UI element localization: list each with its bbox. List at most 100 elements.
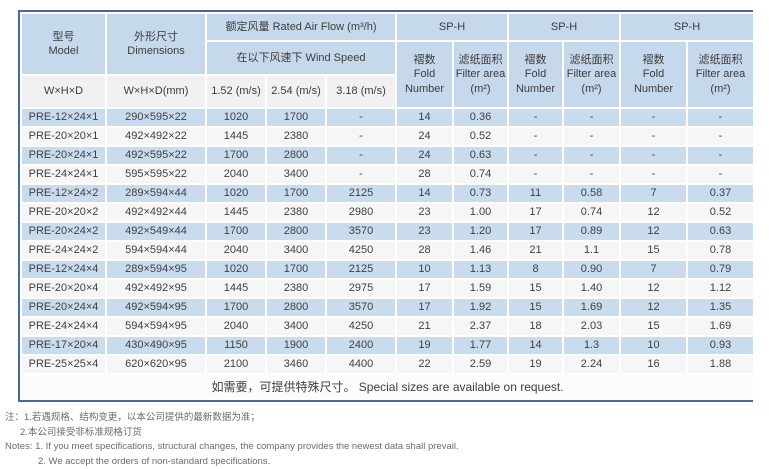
cell-sp2-fold: - <box>507 107 564 128</box>
cell-sp1-area: 1.13 <box>452 259 509 280</box>
cell-sp3-fold: 12 <box>619 278 688 299</box>
table-row: PRE-20×20×1 492×492×22 1445 2380-24 0.52- - - - <box>20 126 755 147</box>
table-row: PRE-24×24×1 595×595×22 2040 3400-28 0.74- - - - <box>20 164 755 185</box>
cell-flow-3.18: 3570 <box>325 297 397 318</box>
cell-sp2-fold: 11 <box>507 183 564 204</box>
note-en-1: Notes: 1. If you meet specifications, st… <box>5 441 459 452</box>
cell-model: PRE-12×24×4 <box>20 259 107 280</box>
cell-flow-3.18: - <box>325 126 397 147</box>
cell-sp3-fold: 12 <box>619 202 688 223</box>
cell-sp3-area: 0.78 <box>686 240 755 261</box>
cell-sp1-fold: 23 <box>395 221 454 242</box>
cell-dimensions: 290×595×22 <box>105 107 207 128</box>
cell-sp1-fold: 22 <box>395 354 454 375</box>
cell-sp3-fold: 15 <box>619 316 688 337</box>
cell-sp2-area: - <box>562 126 621 147</box>
cell-sp2-area: 1.1 <box>562 240 621 261</box>
cell-sp1-fold: 10 <box>395 259 454 280</box>
cell-dimensions: 595×595×22 <box>105 164 207 185</box>
table-row: PRE-20×20×2 492×492×44 1445 2380 2980 23 1.00 1… <box>20 202 755 223</box>
spec-table-wrap: 型号 Model 外形尺寸 Dimensions 额定风量 Rated Air … <box>18 10 755 402</box>
cell-sp2-fold: 15 <box>507 297 564 318</box>
header-fold-number-2: 褶数 Fold Number <box>507 40 564 109</box>
cell-sp3-area: 0.79 <box>686 259 755 280</box>
cell-sp3-fold: 7 <box>619 259 688 280</box>
cell-sp2-fold: 15 <box>507 278 564 299</box>
cell-sp3-area: - <box>686 145 755 166</box>
cell-flow-2.54: 1900 <box>265 335 327 356</box>
cell-flow-1.52: 1020 <box>205 183 267 204</box>
cell-sp1-area: 2.37 <box>452 316 509 337</box>
cell-flow-2.54: 2380 <box>265 202 327 223</box>
cell-sp2-area: 2.03 <box>562 316 621 337</box>
cell-sp2-area: - <box>562 164 621 185</box>
cell-sp3-area: 1.88 <box>686 354 755 375</box>
header-fold-number-1: 褶数 Fold Number <box>395 40 454 109</box>
cell-flow-2.54: 3400 <box>265 316 327 337</box>
cell-model: PRE-20×20×1 <box>20 126 107 147</box>
cell-flow-3.18: - <box>325 145 397 166</box>
cell-model: PRE-20×20×4 <box>20 278 107 299</box>
cell-sp1-fold: 14 <box>395 183 454 204</box>
cell-sp2-fold: 21 <box>507 240 564 261</box>
header-rated-airflow: 额定风量 Rated Air Flow (m³/h) <box>205 12 397 42</box>
header-wind-speed: 在以下风速下 Wind Speed <box>205 40 397 76</box>
cell-sp1-area: 0.73 <box>452 183 509 204</box>
cell-flow-1.52: 1020 <box>205 107 267 128</box>
cell-sp2-area: 0.89 <box>562 221 621 242</box>
cell-flow-3.18: - <box>325 164 397 185</box>
header-sp-h-2: SP-H <box>507 12 621 42</box>
subheader-speed-2: 2.54 (m/s) <box>265 74 327 109</box>
cell-sp1-fold: 28 <box>395 164 454 185</box>
cell-sp1-area: 1.92 <box>452 297 509 318</box>
cell-sp2-area: - <box>562 107 621 128</box>
cell-flow-3.18: 2125 <box>325 259 397 280</box>
cell-flow-3.18: 2125 <box>325 183 397 204</box>
cell-sp1-fold: 19 <box>395 335 454 356</box>
cell-sp3-area: - <box>686 164 755 185</box>
cell-sp2-area: 2.24 <box>562 354 621 375</box>
cell-sp1-area: 1.00 <box>452 202 509 223</box>
cell-sp1-fold: 14 <box>395 107 454 128</box>
cell-sp2-fold: 18 <box>507 316 564 337</box>
cell-dimensions: 492×595×22 <box>105 145 207 166</box>
cell-flow-2.54: 2800 <box>265 145 327 166</box>
cell-sp3-area: 0.37 <box>686 183 755 204</box>
cell-flow-1.52: 1445 <box>205 202 267 223</box>
cell-flow-3.18: 2400 <box>325 335 397 356</box>
cell-sp3-area: 0.52 <box>686 202 755 223</box>
cell-model: PRE-20×24×2 <box>20 221 107 242</box>
cell-sp2-area: 0.74 <box>562 202 621 223</box>
table-row: PRE-20×20×4 492×492×95 1445 2380 2975 17 1.59 1… <box>20 278 755 299</box>
table-row: PRE-25×25×4 620×620×95 2100 3460 4400 22 2.59 1… <box>20 354 755 375</box>
table-row: PRE-12×24×2 289×594×44 1020 1700 2125 14 0.73 1… <box>20 183 755 204</box>
cell-sp3-area: 0.63 <box>686 221 755 242</box>
cell-sp1-area: 1.46 <box>452 240 509 261</box>
cell-sp3-fold: 16 <box>619 354 688 375</box>
cell-sp2-fold: - <box>507 164 564 185</box>
cell-sp3-fold: - <box>619 145 688 166</box>
header-fold-number-3: 褶数 Fold Number <box>619 40 688 109</box>
cell-sp2-area: 0.90 <box>562 259 621 280</box>
header-sp-h-1: SP-H <box>395 12 509 42</box>
spec-table: 型号 Model 外形尺寸 Dimensions 额定风量 Rated Air … <box>20 12 755 400</box>
cell-sp3-fold: - <box>619 126 688 147</box>
cell-flow-3.18: 3570 <box>325 221 397 242</box>
cell-model: PRE-12×24×1 <box>20 107 107 128</box>
table-row: PRE-20×24×4 492×594×95 1700 2800 3570 17 1.92 1… <box>20 297 755 318</box>
cell-sp3-area: 1.35 <box>686 297 755 318</box>
cell-flow-3.18: - <box>325 107 397 128</box>
notes-block: 注：1.若遇规格、结构变更，以本公司提供的最新数据为准； 2.本公司接受非标准规… <box>5 411 459 469</box>
cell-flow-1.52: 1700 <box>205 297 267 318</box>
cell-sp3-area: 1.69 <box>686 316 755 337</box>
cell-dimensions: 492×492×44 <box>105 202 207 223</box>
cell-sp3-fold: - <box>619 164 688 185</box>
cell-sp1-fold: 24 <box>395 126 454 147</box>
table-row: PRE-12×24×4 289×594×95 1020 1700 2125 10 1.13 8… <box>20 259 755 280</box>
cell-sp1-area: 0.52 <box>452 126 509 147</box>
cell-sp1-fold: 23 <box>395 202 454 223</box>
cell-model: PRE-20×24×1 <box>20 145 107 166</box>
cell-flow-2.54: 2800 <box>265 297 327 318</box>
header-filter-area-2: 滤纸面积 Filter area (m²) <box>562 40 621 109</box>
cell-flow-3.18: 4250 <box>325 316 397 337</box>
